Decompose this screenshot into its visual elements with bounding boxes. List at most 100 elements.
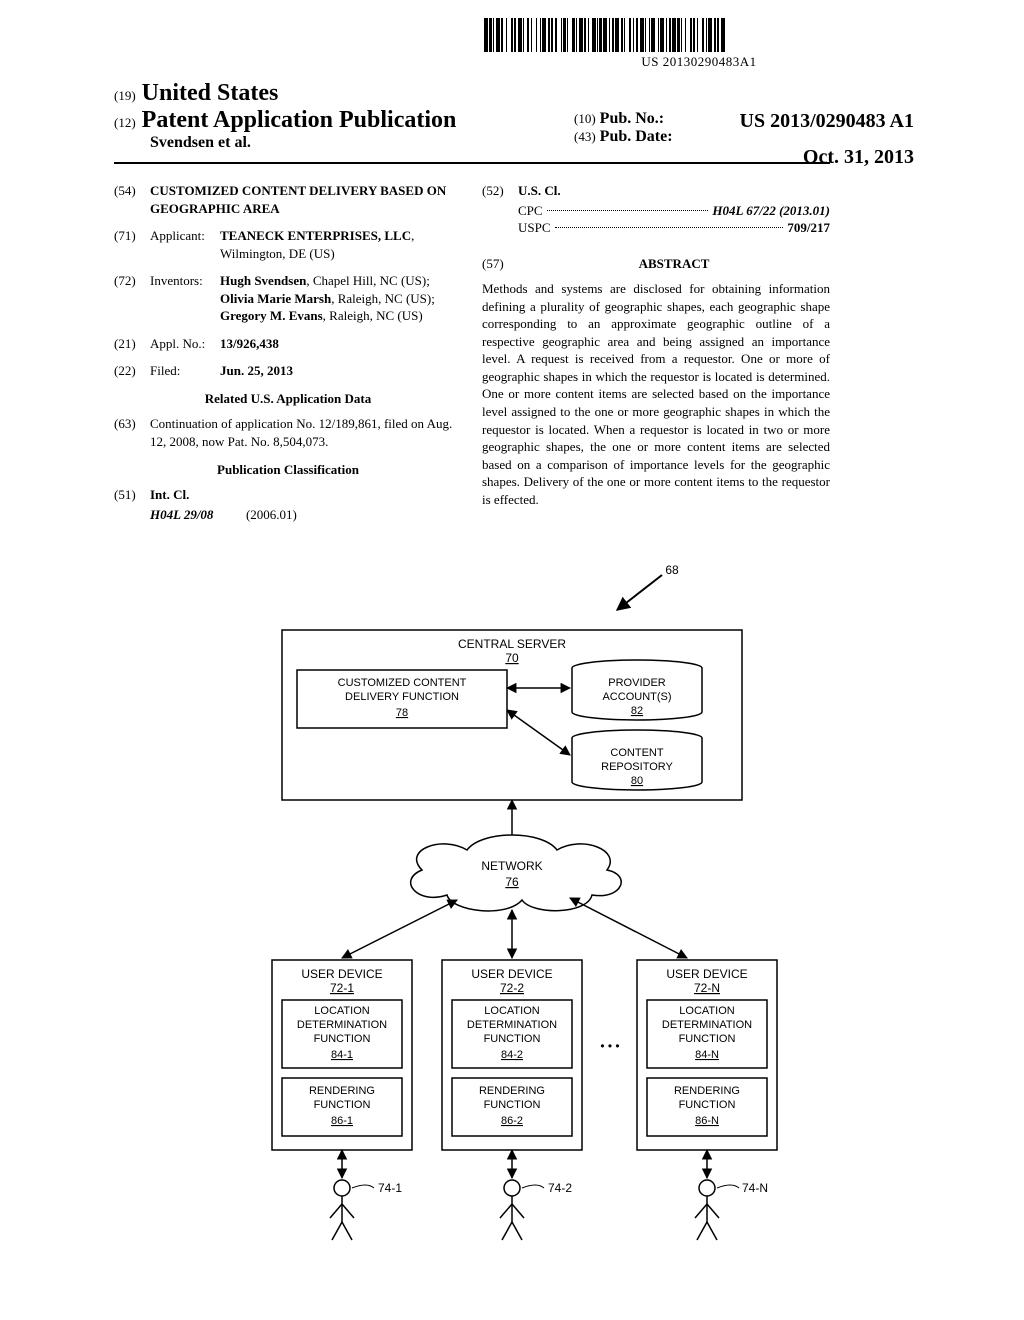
user-device-2: USER DEVICE 72-2 LOCATION DETERMINATION … bbox=[442, 960, 582, 1150]
related-heading: Related U.S. Application Data bbox=[114, 390, 462, 408]
uspc-row: USPC 709/217 bbox=[482, 219, 830, 237]
right-column: (52) U.S. Cl. CPC H04L 67/22 (2013.01) U… bbox=[482, 182, 830, 508]
cpc-value: H04L 67/22 (2013.01) bbox=[712, 203, 830, 218]
svg-text:86-1: 86-1 bbox=[331, 1115, 353, 1127]
abstract-heading-row: (57) ABSTRACT bbox=[482, 255, 830, 273]
intcl-code: H04L 29/08 bbox=[150, 507, 213, 522]
central-server-label: CENTRAL SERVER bbox=[458, 637, 566, 651]
svg-text:LOCATION: LOCATION bbox=[314, 1005, 369, 1017]
svg-text:84-2: 84-2 bbox=[501, 1049, 523, 1061]
continuation-row: (63) Continuation of application No. 12/… bbox=[114, 415, 462, 450]
svg-text:USER DEVICE: USER DEVICE bbox=[301, 967, 382, 981]
barcode-block: US 20130290483A1 bbox=[484, 18, 914, 70]
appl-label: Appl. No.: bbox=[150, 335, 220, 353]
filed-label: Filed: bbox=[150, 362, 220, 380]
svg-text:DETERMINATION: DETERMINATION bbox=[662, 1019, 752, 1031]
user-n: 74-N bbox=[695, 1180, 768, 1240]
dotfill bbox=[547, 210, 709, 211]
title-num: (54) bbox=[114, 182, 150, 217]
uspc-value: 709/217 bbox=[787, 220, 830, 235]
cpc-row: CPC H04L 67/22 (2013.01) bbox=[482, 202, 830, 220]
header: (19) United States (12) Patent Applicati… bbox=[114, 80, 914, 169]
svg-text:RENDERING: RENDERING bbox=[479, 1085, 545, 1097]
header-rule bbox=[114, 162, 830, 164]
author-line: Svendsen et al. bbox=[114, 134, 494, 152]
country-num: (19) bbox=[114, 88, 136, 103]
uscl-label: U.S. Cl. bbox=[518, 183, 561, 198]
svg-text:84-N: 84-N bbox=[695, 1049, 719, 1061]
pub-date-label: Pub. Date: bbox=[600, 128, 673, 145]
applicant-num: (71) bbox=[114, 227, 150, 262]
pub-no-value: US 2013/0290483 A1 bbox=[740, 110, 914, 133]
pub-no-num: (10) bbox=[574, 111, 596, 126]
content-l2: REPOSITORY bbox=[601, 761, 673, 773]
svg-text:RENDERING: RENDERING bbox=[674, 1085, 740, 1097]
system-diagram: 68 CENTRAL SERVER 70 CUSTOMIZED CONTENT … bbox=[112, 560, 912, 1300]
applicant-label: Applicant: bbox=[150, 227, 220, 262]
svg-text:FUNCTION: FUNCTION bbox=[314, 1033, 371, 1045]
svg-text:74-2: 74-2 bbox=[548, 1181, 572, 1195]
filed-value: Jun. 25, 2013 bbox=[220, 363, 293, 378]
user-2: 74-2 bbox=[500, 1180, 572, 1240]
intcl-num: (51) bbox=[114, 486, 150, 504]
applicant-name: TEANECK ENTERPRISES, LLC bbox=[220, 228, 411, 243]
inventors-label: Inventors: bbox=[150, 272, 220, 325]
appl-row: (21) Appl. No.: 13/926,438 bbox=[114, 335, 462, 353]
svg-text:FUNCTION: FUNCTION bbox=[484, 1033, 541, 1045]
provider-ref: 82 bbox=[631, 705, 643, 717]
inventors-num: (72) bbox=[114, 272, 150, 325]
kind: Patent Application Publication bbox=[142, 107, 457, 133]
pub-no-label: Pub. No.: bbox=[600, 110, 664, 127]
uspc-label: USPC bbox=[518, 219, 551, 237]
abstract-body: Methods and systems are disclosed for ob… bbox=[482, 280, 830, 508]
svg-text:DETERMINATION: DETERMINATION bbox=[297, 1019, 387, 1031]
appl-num: (21) bbox=[114, 335, 150, 353]
svg-text:LOCATION: LOCATION bbox=[484, 1005, 539, 1017]
svg-text:84-1: 84-1 bbox=[331, 1049, 353, 1061]
barcode-text: US 20130290483A1 bbox=[484, 54, 914, 70]
user-device-1: USER DEVICE 72-1 LOCATION DETERMINATION … bbox=[272, 960, 412, 1150]
pub-date-num: (43) bbox=[574, 129, 596, 144]
filed-num: (22) bbox=[114, 362, 150, 380]
provider-l2: ACCOUNT(S) bbox=[602, 691, 671, 703]
appl-value: 13/926,438 bbox=[220, 336, 279, 351]
ellipsis: • • • bbox=[600, 1039, 619, 1053]
svg-text:LOCATION: LOCATION bbox=[679, 1005, 734, 1017]
svg-text:86-N: 86-N bbox=[695, 1115, 719, 1127]
network-label: NETWORK bbox=[481, 859, 542, 873]
user-1: 74-1 bbox=[330, 1180, 402, 1240]
content-l1: CONTENT bbox=[610, 747, 663, 759]
svg-text:USER DEVICE: USER DEVICE bbox=[471, 967, 552, 981]
cpc-label: CPC bbox=[518, 202, 543, 220]
intcl-year: (2006.01) bbox=[246, 507, 297, 522]
applicant-body: TEANECK ENTERPRISES, LLC, Wilmington, DE… bbox=[220, 227, 462, 262]
svg-text:FUNCTION: FUNCTION bbox=[679, 1099, 736, 1111]
title-row: (54) CUSTOMIZED CONTENT DELIVERY BASED O… bbox=[114, 182, 462, 217]
svg-text:86-2: 86-2 bbox=[501, 1115, 523, 1127]
header-right: (10) Pub. No.: US 2013/0290483 A1 (43) P… bbox=[574, 80, 914, 169]
svg-text:74-N: 74-N bbox=[742, 1181, 768, 1195]
central-server-ref: 70 bbox=[505, 651, 519, 665]
inventors-body: Hugh Svendsen, Chapel Hill, NC (US); Oli… bbox=[220, 272, 462, 325]
kind-num: (12) bbox=[114, 115, 136, 130]
inventors-row: (72) Inventors: Hugh Svendsen, Chapel Hi… bbox=[114, 272, 462, 325]
ref-68: 68 bbox=[665, 563, 679, 577]
pub-class-heading: Publication Classification bbox=[114, 461, 462, 479]
svg-text:FUNCTION: FUNCTION bbox=[484, 1099, 541, 1111]
content-ref: 80 bbox=[631, 775, 643, 787]
left-column: (54) CUSTOMIZED CONTENT DELIVERY BASED O… bbox=[114, 182, 462, 533]
kind-line: (12) Patent Application Publication bbox=[114, 107, 494, 134]
applicant-row: (71) Applicant: TEANECK ENTERPRISES, LLC… bbox=[114, 227, 462, 262]
abstract-num: (57) bbox=[482, 255, 518, 273]
intcl-row: (51) Int. Cl. bbox=[114, 486, 462, 504]
barcode bbox=[484, 18, 914, 52]
svg-text:74-1: 74-1 bbox=[378, 1181, 402, 1195]
svg-text:FUNCTION: FUNCTION bbox=[679, 1033, 736, 1045]
svg-text:72-2: 72-2 bbox=[500, 981, 524, 995]
ccdf-ref: 78 bbox=[396, 707, 408, 719]
filed-row: (22) Filed: Jun. 25, 2013 bbox=[114, 362, 462, 380]
uscl-num: (52) bbox=[482, 182, 518, 200]
ccdf-l1: CUSTOMIZED CONTENT bbox=[338, 677, 467, 689]
svg-text:72-1: 72-1 bbox=[330, 981, 354, 995]
biblio-columns: (54) CUSTOMIZED CONTENT DELIVERY BASED O… bbox=[114, 182, 830, 533]
